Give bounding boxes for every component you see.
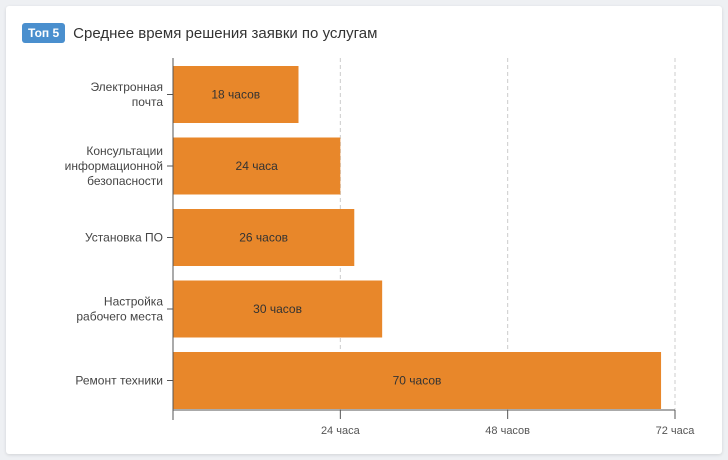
x-tick-label: 24 часа [321,425,361,437]
bar-0 [173,66,299,123]
category-label: Настройка рабочего места [76,295,163,324]
x-tick-label: 72 часа [656,425,696,437]
x-tick-label: 48 часов [485,425,530,437]
bar-2 [173,209,355,266]
bar-value-label: 24 часа [236,159,279,173]
category-label: Ремонт техники [75,374,163,388]
bar-value-label: 26 часов [239,231,288,245]
chart-title: Среднее время решения заявки по услугам [73,24,378,42]
chart-header: Топ 5 Среднее время решения заявки по ус… [22,22,377,44]
bar-1 [173,137,341,195]
bar-4 [173,352,662,409]
category-label: Консультации информационной безопасности [65,144,163,188]
category-label: Электронная почта [90,80,163,109]
bar-value-label: 30 часов [253,302,302,316]
bar-3 [173,280,383,338]
bar-value-label: 70 часов [393,374,442,388]
bar-value-label: 18 часов [211,88,260,102]
category-label: Установка ПО [85,231,163,245]
top-badge: Топ 5 [22,23,66,43]
